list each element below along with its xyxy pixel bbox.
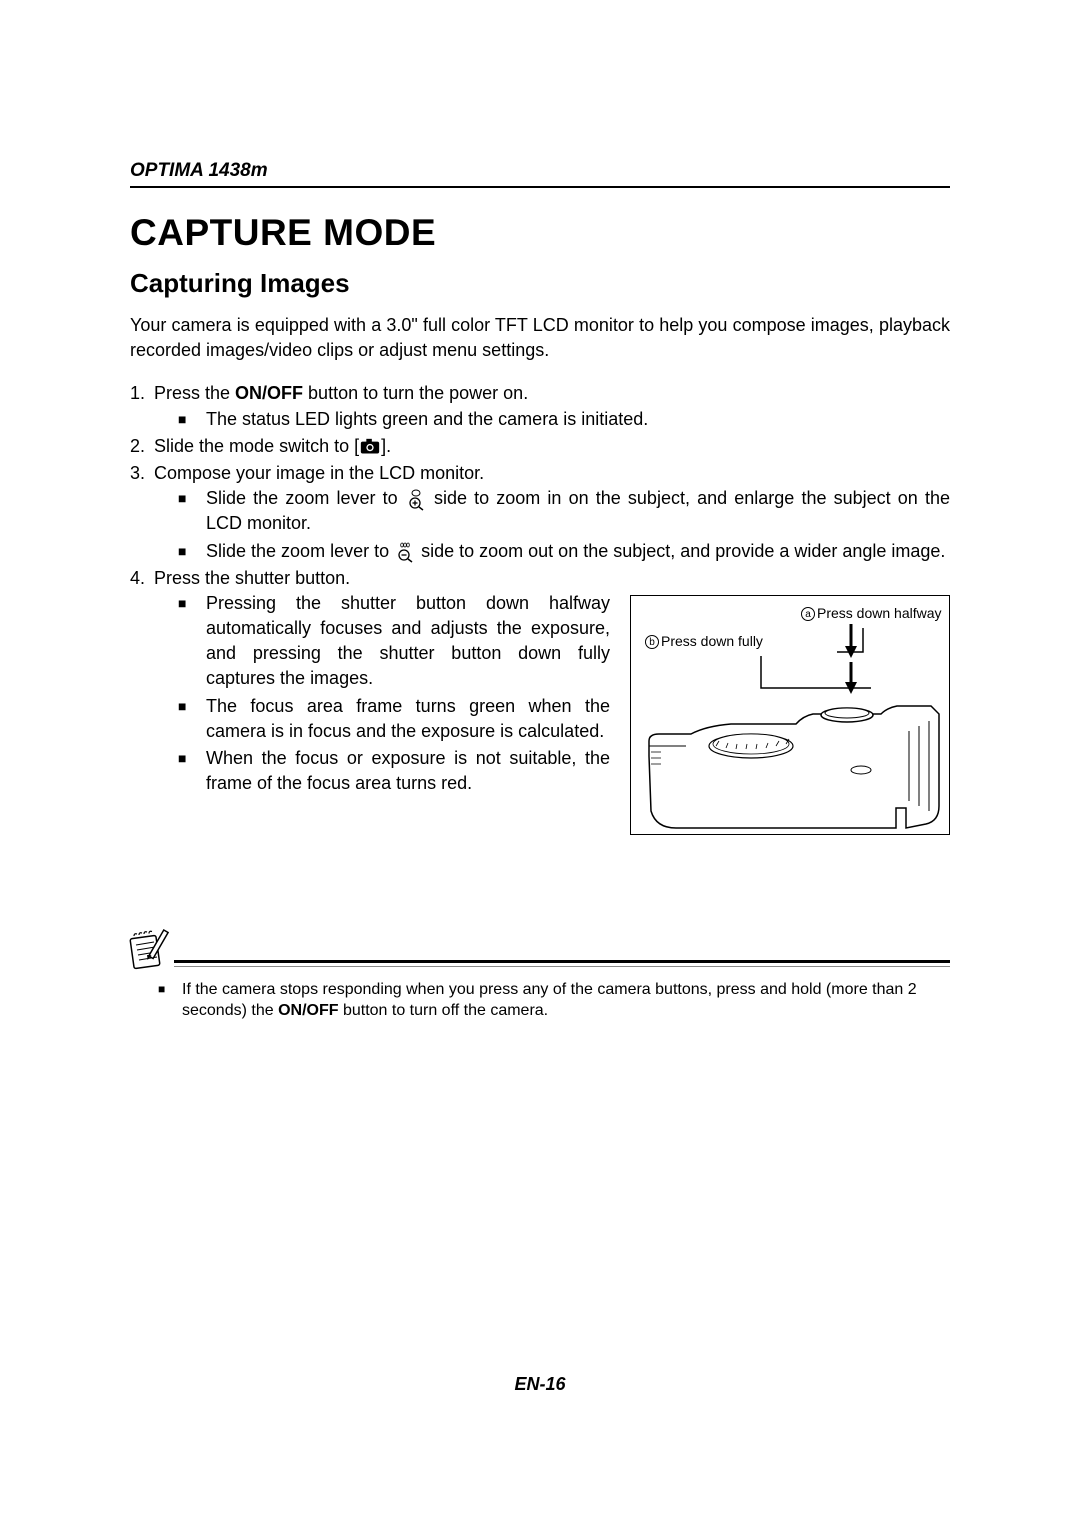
note-header-row [130,933,950,973]
step-3-sublist: Slide the zoom lever to side to zoom in … [130,486,950,564]
step-4-sublist: Pressing the shutter button down halfway… [130,591,610,797]
zoom-in-icon [405,489,427,509]
step-number: 2. [130,434,154,459]
step-1-sublist: The status LED lights green and the came… [130,407,950,432]
shutter-diagram: aPress down halfway bPress down fully [630,595,950,835]
zoom-out-icon [394,542,416,562]
header-rule: OPTIMA 1438m [130,160,950,188]
steps-list: 1.Press the ON/OFF button to turn the po… [130,381,950,835]
step-3: 3.Compose your image in the LCD monitor.… [130,461,950,564]
step-3-sub-2: Slide the zoom lever to side to zoom out… [178,539,950,564]
note-section: If the camera stops responding when you … [130,933,950,1022]
page-number: EN-16 [0,1374,1080,1395]
step-4: 4.Press the shutter button. Pressing the… [130,566,950,835]
step-text: Slide the mode switch to []. [154,436,391,456]
step-3-sub-1: Slide the zoom lever to side to zoom in … [178,486,950,536]
step-number: 3. [130,461,154,486]
step-text: Compose your image in the LCD monitor. [154,463,484,483]
camera-mode-icon [359,437,381,457]
step-4-sub-1: Pressing the shutter button down halfway… [178,591,610,692]
camera-diagram-svg [631,596,951,836]
chapter-title: CAPTURE MODE [130,212,950,254]
step-4-content: Pressing the shutter button down halfway… [130,591,950,835]
step-text: Press the shutter button. [154,568,350,588]
step-number: 4. [130,566,154,591]
section-title: Capturing Images [130,268,950,299]
notepad-icon [128,927,174,973]
step-4-sub-2: The focus area frame turns green when th… [178,694,610,744]
step-number: 1. [130,381,154,406]
step-text: Press the ON/OFF button to turn the powe… [154,383,528,403]
step-1: 1.Press the ON/OFF button to turn the po… [130,381,950,431]
manual-page: OPTIMA 1438m CAPTURE MODE Capturing Imag… [0,0,1080,1022]
step-2: 2.Slide the mode switch to []. [130,434,950,459]
step-4-sub-3: When the focus or exposure is not suitab… [178,746,610,796]
note-rule-thin [174,966,950,967]
product-name: OPTIMA 1438m [130,160,268,181]
note-rule-thick [174,960,950,963]
note-item-1: If the camera stops responding when you … [158,979,950,1022]
note-list: If the camera stops responding when you … [130,979,950,1022]
step-4-text-col: Pressing the shutter button down halfway… [130,591,610,799]
step-1-sub-1: The status LED lights green and the came… [178,407,950,432]
intro-paragraph: Your camera is equipped with a 3.0" full… [130,313,950,363]
